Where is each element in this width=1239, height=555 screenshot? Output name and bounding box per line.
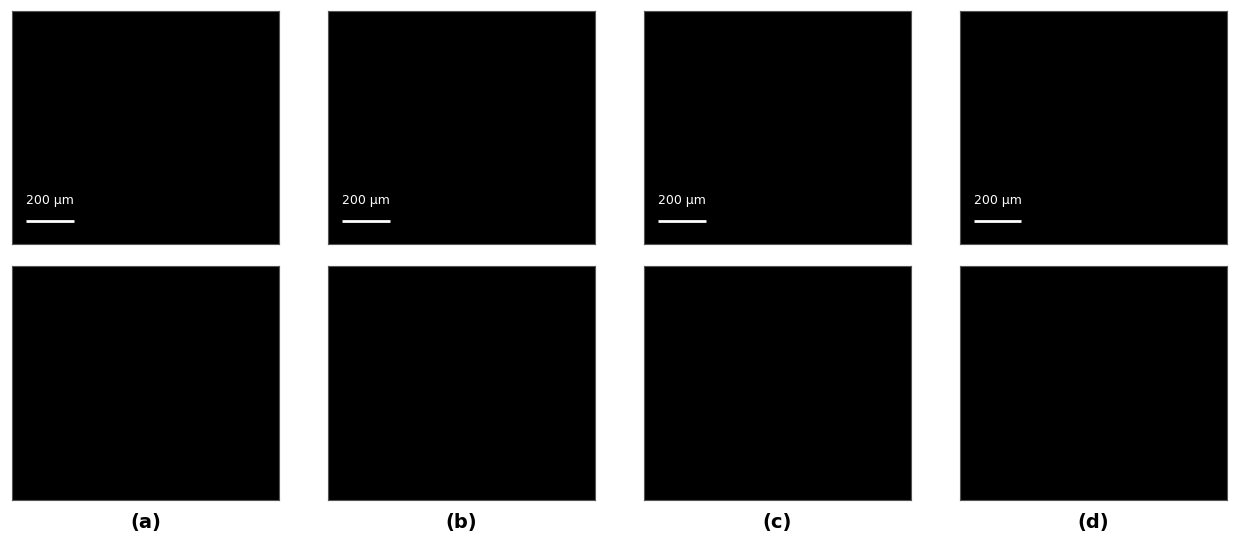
Text: 200 μm: 200 μm [974, 194, 1021, 207]
Text: 200 μm: 200 μm [26, 194, 73, 207]
Text: (d): (d) [1078, 513, 1109, 532]
Text: (a): (a) [130, 513, 161, 532]
Text: 200 μm: 200 μm [658, 194, 705, 207]
Text: (b): (b) [446, 513, 477, 532]
Text: (c): (c) [763, 513, 792, 532]
Text: 200 μm: 200 μm [342, 194, 389, 207]
